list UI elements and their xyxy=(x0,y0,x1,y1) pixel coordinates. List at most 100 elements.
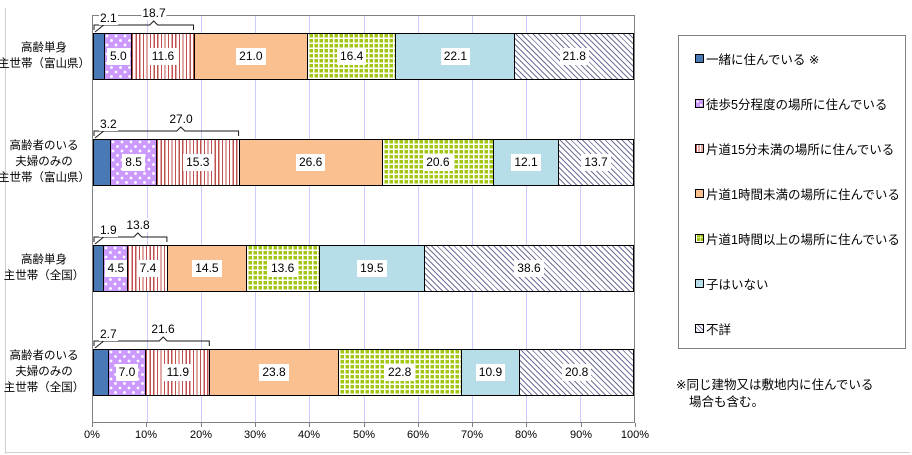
segment-label: 26.6 xyxy=(296,154,326,171)
gridline xyxy=(255,16,257,422)
segment-label: 22.1 xyxy=(440,48,471,65)
bar-segment-2: 5.0 xyxy=(105,34,133,79)
gridline xyxy=(363,16,365,422)
legend-label: 不詳 xyxy=(706,323,732,337)
legend-item: 一緒に住んでいる ※ xyxy=(679,36,905,81)
x-axis-tick-label: 60% xyxy=(406,429,430,441)
legend-item: 片道1時間以上の場所に住んでいる xyxy=(679,216,905,261)
bar-segment-3: 15.3 xyxy=(157,140,240,185)
first-value-label: 1.9 xyxy=(99,223,118,237)
bar-segment-3: 11.9 xyxy=(146,350,211,395)
bar-segment-4: 14.5 xyxy=(168,246,247,291)
segment-label: 8.5 xyxy=(122,154,145,171)
legend: 一緒に住んでいる ※ 徒歩5分程度の場所に住んでいる 片道15分未満の場所に住んでい… xyxy=(678,35,906,349)
gridline xyxy=(525,16,527,422)
legend-label: 片道1時間以上の場所に住んでいる xyxy=(706,233,900,247)
category-label: 高齢単身 主世帯（全国） xyxy=(3,254,85,282)
first-value-label: 2.7 xyxy=(99,327,118,341)
first-value-label: 2.1 xyxy=(99,11,118,25)
x-axis-tick-label: 50% xyxy=(352,429,376,441)
legend-item: 片道15分未満の場所に住んでいる xyxy=(679,126,905,171)
segment-label: 7.4 xyxy=(136,260,160,277)
segment-label: 4.5 xyxy=(104,260,128,277)
legend-label: 徒歩5分程度の場所に住んでいる xyxy=(706,98,888,112)
axis-tick-mark xyxy=(255,423,256,427)
x-axis-tick-label: 90% xyxy=(569,429,593,441)
axis-tick-mark xyxy=(635,423,636,427)
bar-segment-1 xyxy=(94,140,112,185)
x-axis-tick-label: 30% xyxy=(243,429,267,441)
segment-label: 23.8 xyxy=(259,364,289,381)
bar-segment-1 xyxy=(94,350,109,395)
segment-label: 22.8 xyxy=(384,364,415,381)
bar-row: 8.5 15.3 26.6 20.6 12.1 13.7 xyxy=(93,139,634,186)
axis-tick-mark xyxy=(581,423,582,427)
legend-marker-diagonal-hatch-icon xyxy=(695,324,704,333)
segment-label: 20.8 xyxy=(561,364,592,381)
bar-segment-2: 7.0 xyxy=(108,350,147,395)
segment-label: 19.5 xyxy=(357,260,387,277)
window-edge-left xyxy=(5,8,6,454)
bar-row: 5.0 11.6 21.0 16.4 22.1 21.8 xyxy=(93,33,634,80)
x-axis-tick-label: 100% xyxy=(620,429,650,441)
bar-segment-7: 38.6 xyxy=(424,246,633,291)
segment-label: 14.5 xyxy=(192,260,222,277)
x-axis-tick-label: 40% xyxy=(297,429,321,441)
segment-label: 11.6 xyxy=(148,48,178,65)
segment-label: 7.0 xyxy=(115,364,139,381)
bar-segment-6: 22.1 xyxy=(396,34,516,79)
axis-tick-mark xyxy=(201,423,202,427)
bar-segment-7: 21.8 xyxy=(515,34,633,79)
axis-tick-mark xyxy=(472,423,473,427)
legend-item: 子はいない xyxy=(679,261,905,306)
segment-label: 21.8 xyxy=(559,48,589,65)
segment-label: 5.0 xyxy=(106,48,130,65)
first-value-label: 3.2 xyxy=(99,117,118,131)
legend-label: 子はいない xyxy=(706,278,769,292)
segment-label: 21.0 xyxy=(236,48,266,65)
footnote: ※同じ建物又は敷地内に住んでいる 場合も含む。 xyxy=(676,377,873,411)
footnote-line-1: ※同じ建物又は敷地内に住んでいる xyxy=(676,378,874,392)
axis-tick-mark xyxy=(418,423,419,427)
bracket-value-label: 13.8 xyxy=(125,218,151,232)
segment-label: 12.1 xyxy=(511,154,541,171)
bar-segment-3: 11.6 xyxy=(132,34,195,79)
bar-segment-6: 10.9 xyxy=(461,350,521,395)
segment-label: 10.9 xyxy=(475,364,506,381)
category-label: 高齢者のいる 夫婦のみの 主世帯（富山県） xyxy=(0,140,90,184)
bar-segment-6: 19.5 xyxy=(319,246,425,291)
x-axis-tick-label: 80% xyxy=(514,429,538,441)
footnote-line-2: 場合も含む。 xyxy=(689,395,765,409)
bracket-value-label: 18.7 xyxy=(141,6,167,20)
axis-tick-mark xyxy=(526,423,527,427)
gridline xyxy=(201,16,203,422)
legend-marker-solid-blue-icon xyxy=(695,54,704,63)
plot-area: 5.0 11.6 21.0 16.4 22.1 21.8 8.5 15.3 26.6 20.6 12… xyxy=(92,15,635,423)
legend-label: 片道15分未満の場所に住んでいる xyxy=(706,143,895,157)
gridline xyxy=(309,16,311,422)
legend-label: 片道1時間未満の場所に住んでいる xyxy=(706,188,900,202)
x-axis-tick-label: 20% xyxy=(189,429,213,441)
category-label: 高齢者のいる 夫婦のみの 主世帯（全国） xyxy=(3,350,85,394)
bar-segment-4: 26.6 xyxy=(239,140,383,185)
bar-segment-5: 16.4 xyxy=(307,34,397,79)
bracket-value-label: 21.6 xyxy=(150,322,176,336)
axis-tick-mark xyxy=(146,423,147,427)
segment-label: 11.9 xyxy=(163,364,193,381)
axis-tick-mark xyxy=(364,423,365,427)
segment-label: 13.6 xyxy=(267,260,298,277)
gridline xyxy=(579,16,581,422)
bar-row: 7.0 11.9 23.8 22.8 10.9 20.8 xyxy=(93,349,634,396)
legend-marker-solid-orange-icon xyxy=(695,189,704,198)
category-label: 高齢単身 主世帯（富山県） xyxy=(0,42,90,70)
legend-marker-red-vertical-stripes-icon xyxy=(695,144,704,153)
axis-tick-mark xyxy=(92,423,93,427)
segment-label: 16.4 xyxy=(336,48,367,65)
segment-label: 13.7 xyxy=(581,154,611,171)
bar-segment-4: 21.0 xyxy=(194,34,308,79)
bar-row: 4.5 7.4 14.5 13.6 19.5 38.6 xyxy=(93,245,634,292)
legend-item: 片道1時間未満の場所に住んでいる xyxy=(679,171,905,216)
segment-label: 20.6 xyxy=(423,154,453,171)
legend-label: 一緒に住んでいる ※ xyxy=(706,53,820,67)
